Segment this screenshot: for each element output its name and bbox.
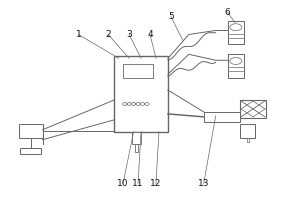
Bar xyxy=(240,124,254,138)
Bar xyxy=(247,138,248,142)
Text: 11: 11 xyxy=(132,179,144,188)
Bar xyxy=(228,54,244,78)
Text: 10: 10 xyxy=(117,179,129,188)
Text: 13: 13 xyxy=(198,179,209,188)
Bar xyxy=(240,100,266,118)
Circle shape xyxy=(140,103,145,105)
Bar xyxy=(132,132,141,144)
Text: 1: 1 xyxy=(76,30,81,39)
Circle shape xyxy=(122,103,127,105)
Text: 4: 4 xyxy=(147,30,153,39)
Text: 12: 12 xyxy=(150,179,162,188)
Bar xyxy=(135,144,138,152)
Bar xyxy=(19,124,43,138)
Bar xyxy=(204,112,240,122)
Circle shape xyxy=(131,103,136,105)
Circle shape xyxy=(127,103,131,105)
Text: 6: 6 xyxy=(225,8,230,17)
Bar xyxy=(114,56,168,132)
Text: 3: 3 xyxy=(126,30,132,39)
Bar xyxy=(228,21,244,44)
Ellipse shape xyxy=(230,24,242,31)
Circle shape xyxy=(145,103,149,105)
Circle shape xyxy=(136,103,140,105)
Bar xyxy=(123,64,153,78)
Ellipse shape xyxy=(230,58,242,64)
Bar xyxy=(20,148,41,154)
Text: 2: 2 xyxy=(105,30,111,39)
Text: 5: 5 xyxy=(168,12,174,21)
